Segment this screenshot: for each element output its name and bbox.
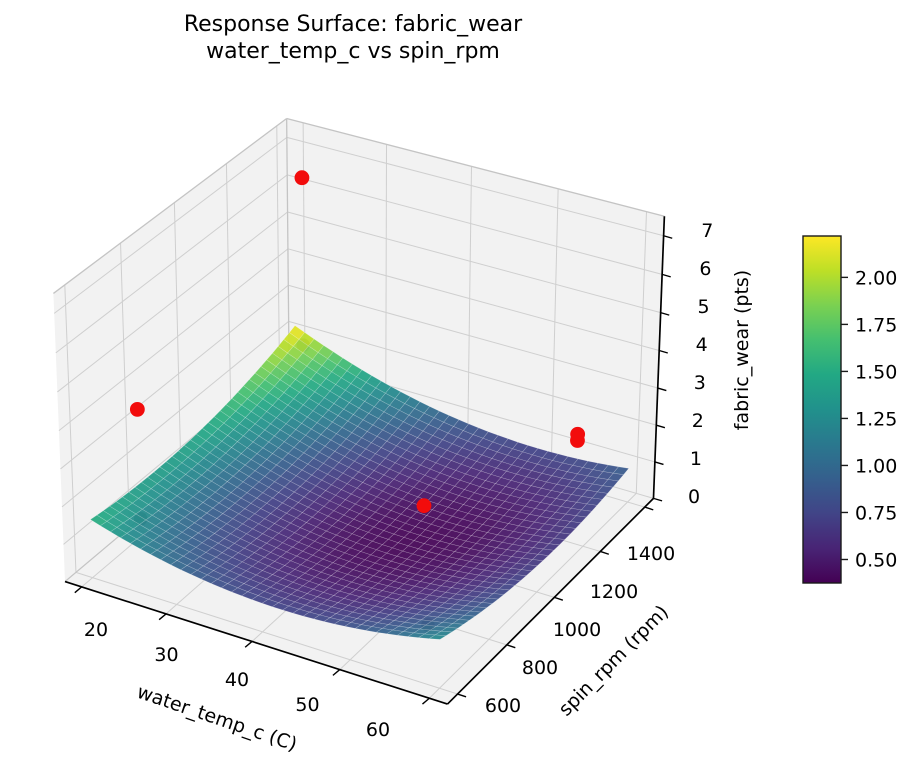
z-tick xyxy=(661,273,671,278)
z-tick-label: 3 xyxy=(694,372,706,394)
surface-quad xyxy=(452,619,471,625)
surface-quad xyxy=(548,538,566,546)
x-tick-label: 40 xyxy=(225,669,249,691)
grid-wall-z-back xyxy=(288,320,657,426)
chart-title-line2: water_temp_c vs spin_rpm xyxy=(206,39,500,64)
grid-wall-x xyxy=(385,144,388,421)
grid-wall-z-left xyxy=(55,174,288,354)
colorbar-tick-label: 1.75 xyxy=(855,314,897,336)
grid-wall-z-back xyxy=(286,136,664,237)
grid-floor-y xyxy=(75,571,458,695)
grid-wall-x xyxy=(550,188,559,469)
y-tick-label: 1400 xyxy=(627,543,675,565)
colorbar-tick-label: 0.75 xyxy=(855,502,897,524)
grid-wall-y xyxy=(173,202,182,484)
x-tick xyxy=(74,586,83,594)
surface-quad xyxy=(596,485,614,494)
grid-wall-y xyxy=(120,243,130,528)
z-axis-label: fabric_wear (pts) xyxy=(731,270,753,430)
surface-quad xyxy=(570,515,587,524)
surface-quad xyxy=(434,630,453,636)
colorbar-tick-label: 1.25 xyxy=(855,408,897,430)
grid-wall-x xyxy=(467,166,472,445)
scatter-points-layer xyxy=(129,170,586,514)
y-tick-label: 1000 xyxy=(553,619,601,641)
z-tick xyxy=(657,387,667,392)
x-tick xyxy=(422,697,430,705)
z-tick-label: 6 xyxy=(699,258,711,280)
z-axis-line xyxy=(652,216,666,499)
y-tick xyxy=(554,596,564,601)
grid-wall-z-left xyxy=(61,321,289,508)
surface-quad xyxy=(542,543,560,551)
z-tick-label: 7 xyxy=(701,220,713,242)
surface-quad xyxy=(515,569,533,576)
pane-top-edge-back xyxy=(286,117,665,217)
grid-wall-z-back xyxy=(287,248,660,351)
x-axis-label: water_temp_c (C) xyxy=(134,681,300,756)
grid-wall-x xyxy=(635,211,647,494)
y-tick xyxy=(600,550,610,555)
grid-wall-z-back xyxy=(288,284,658,389)
x-tick-label: 20 xyxy=(84,619,108,641)
grid-wall-z-left xyxy=(60,284,289,470)
x-tick xyxy=(332,669,341,676)
z-tick-label: 1 xyxy=(690,448,702,470)
z-tick-label: 5 xyxy=(698,296,710,318)
y-tick-label: 600 xyxy=(485,695,521,717)
surface-quad xyxy=(428,634,447,640)
surface-quad xyxy=(591,491,609,500)
z-tick xyxy=(654,461,664,466)
colorbar-tick-label: 2.00 xyxy=(855,267,897,289)
x-axis-line xyxy=(64,580,448,705)
z-tick xyxy=(663,235,673,239)
z-tick xyxy=(653,497,663,502)
y-tick-label: 1200 xyxy=(590,581,638,603)
z-tick-label: 4 xyxy=(696,334,708,356)
colorbar: 0.50 0.75 1.00 1.25 1.50 1.75 2.00 xyxy=(802,235,897,584)
grid-floor-x xyxy=(429,493,637,699)
surface-quad xyxy=(440,627,459,633)
surface-mesh xyxy=(89,325,630,640)
surface-quad xyxy=(564,521,582,529)
y-tick xyxy=(644,506,654,511)
z-tick xyxy=(656,424,666,429)
scatter-point xyxy=(416,498,432,514)
grid-wall-z-back xyxy=(287,211,661,314)
z-axis-layer: 0 1 2 3 4 5 6 7 xyxy=(652,216,713,508)
y-tick xyxy=(506,644,516,649)
grid-wall-z-back xyxy=(287,174,663,275)
x-tick-label: 60 xyxy=(366,719,390,741)
z-tick xyxy=(660,311,670,316)
colorbar-tick-label: 1.50 xyxy=(855,361,897,383)
x-tick xyxy=(244,640,253,648)
scatter-point xyxy=(129,401,145,417)
grid-wall-z-left xyxy=(58,248,289,432)
z-tick-label: 0 xyxy=(688,486,700,508)
x-tick xyxy=(158,613,167,621)
colorbar-bar xyxy=(802,235,842,584)
y-tick-label: 800 xyxy=(522,657,558,679)
z-tick xyxy=(658,349,668,354)
scatter-point xyxy=(294,170,310,186)
y-tick xyxy=(457,693,467,698)
surface-quad xyxy=(531,554,549,561)
x-tick-label: 30 xyxy=(154,644,178,666)
x-tick-label: 50 xyxy=(295,694,319,716)
grid-wall-y xyxy=(64,284,77,573)
scatter-point xyxy=(570,426,586,442)
colorbar-tick-label: 0.50 xyxy=(855,549,897,571)
grid-wall-z-left xyxy=(53,136,288,314)
pane-top-edge-left xyxy=(53,117,288,294)
colorbar-tick-label: 1.00 xyxy=(855,455,897,477)
y-axis-line xyxy=(446,497,655,705)
grid-wall-z-left xyxy=(57,211,288,393)
grid-wall-y xyxy=(225,163,232,442)
chart-title-line1: Response Surface: fabric_wear xyxy=(184,12,523,37)
z-tick-label: 2 xyxy=(692,410,704,432)
